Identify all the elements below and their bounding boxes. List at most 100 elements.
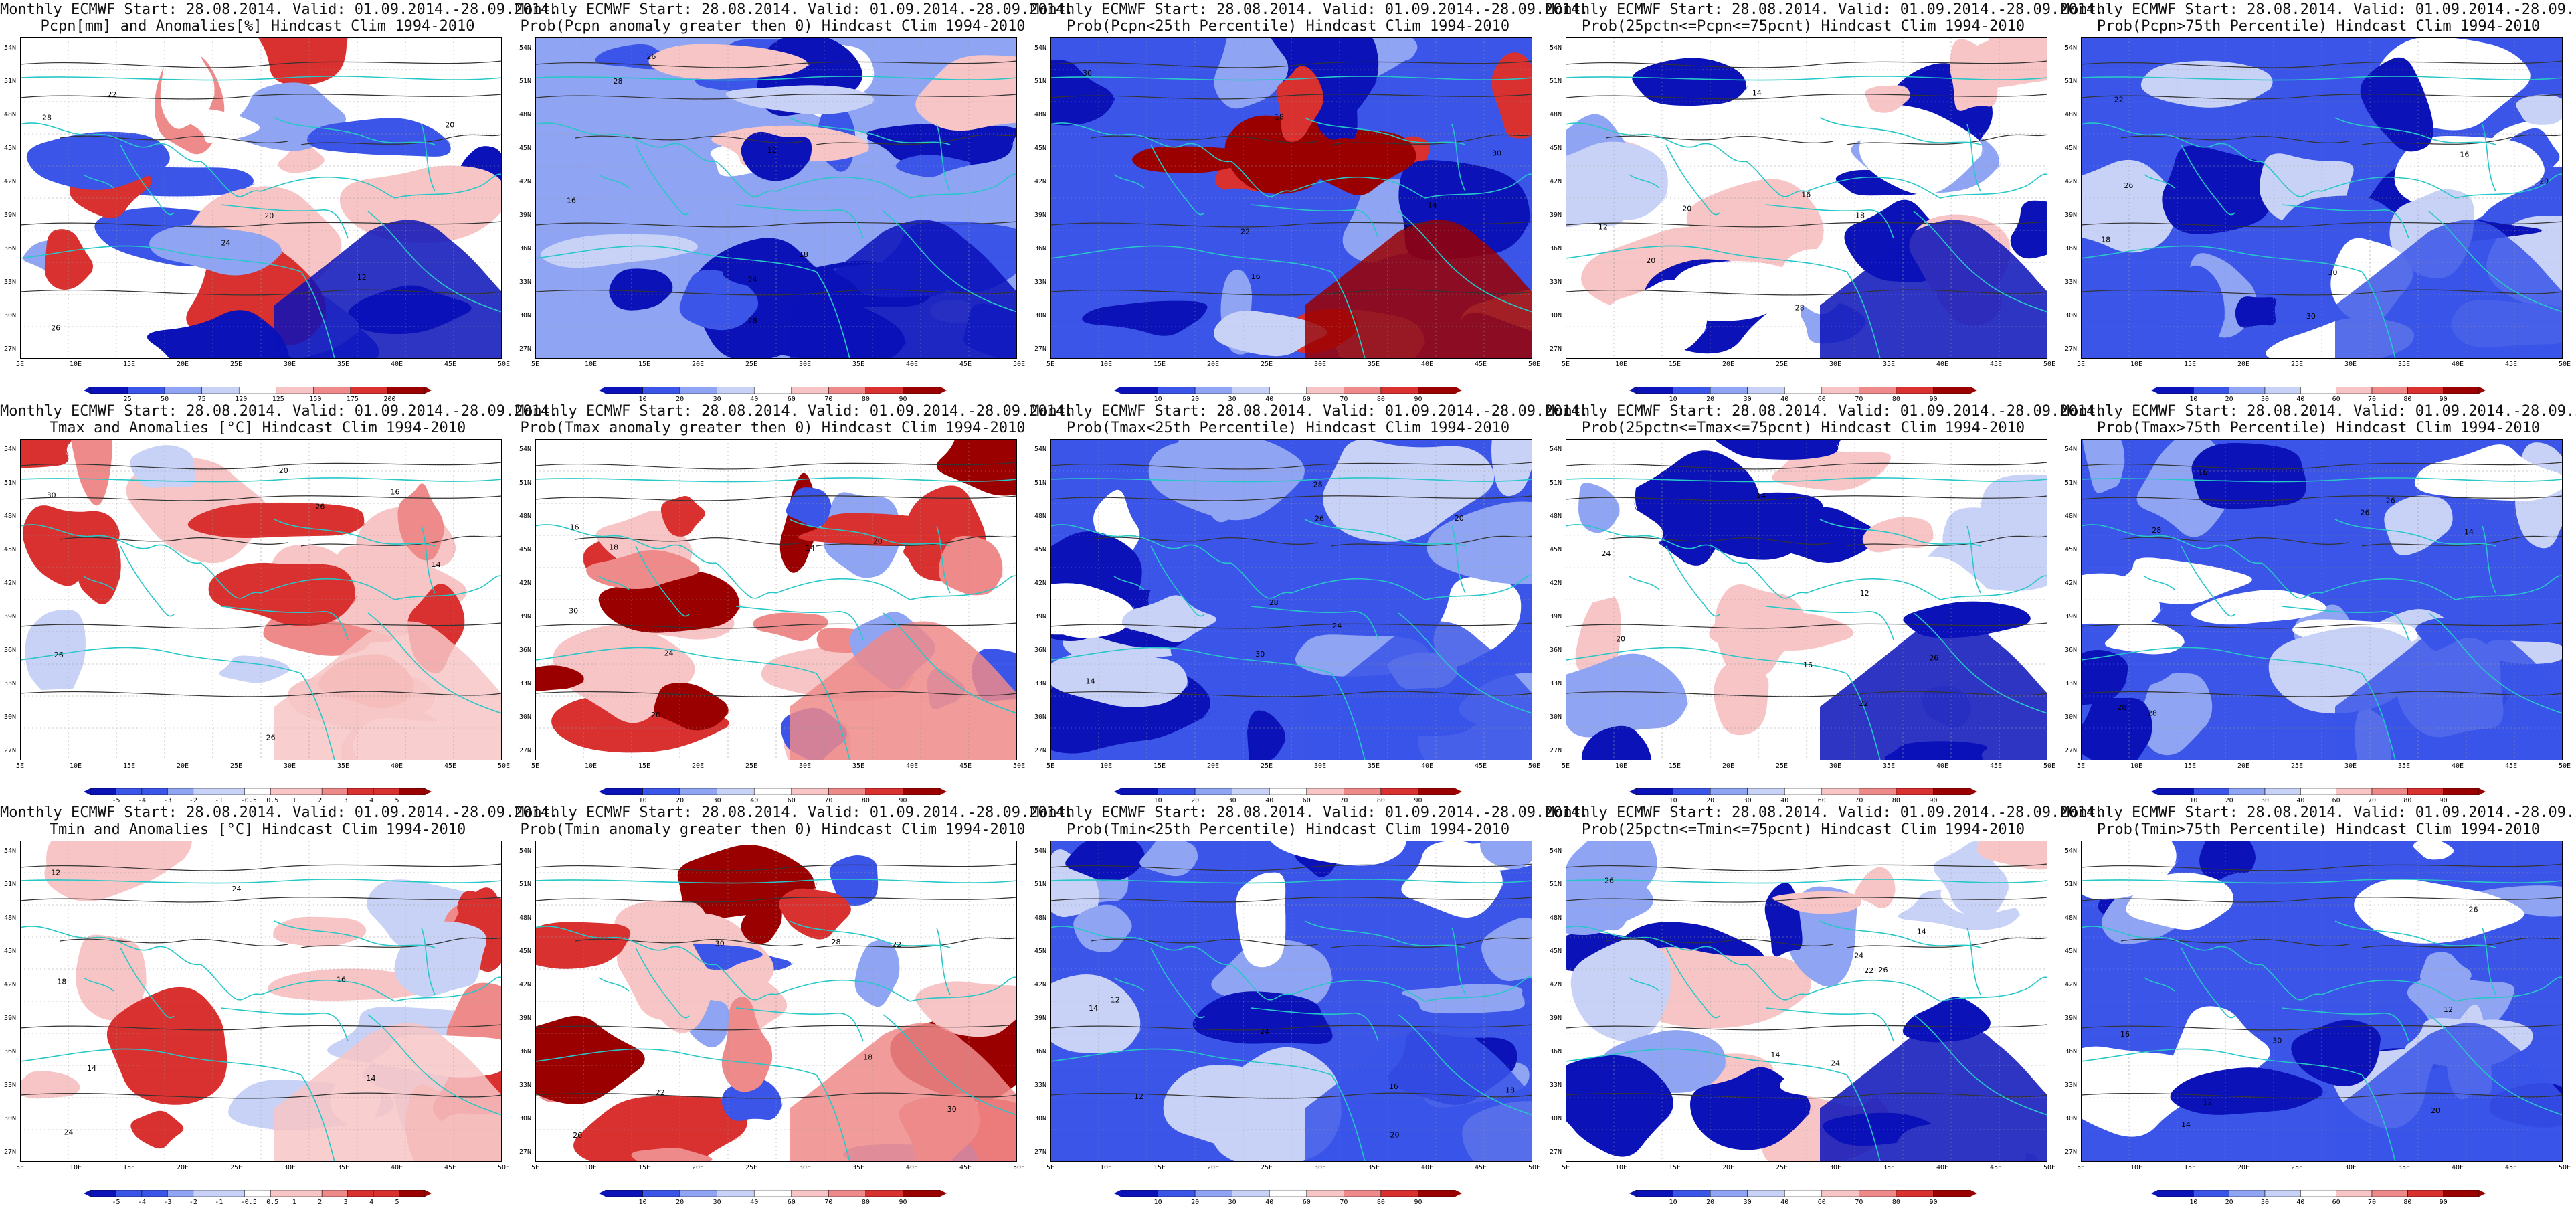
shaded-region <box>25 610 88 705</box>
coastline <box>2482 927 2496 995</box>
coastline <box>20 879 502 884</box>
contour-lines <box>1566 462 2047 697</box>
shaded-region <box>1247 710 1288 760</box>
colorbar-segment <box>605 788 643 795</box>
shaded-region <box>1865 85 1912 113</box>
colorbar-max-arrow <box>1970 788 1977 795</box>
longitude-tick-label: 45E <box>1475 762 1487 770</box>
contour-labels: 14 12 18 16 24 14 24 <box>51 868 375 1136</box>
shaded-region <box>160 37 217 129</box>
shaded-field <box>2081 841 2563 1162</box>
contour-line <box>1331 535 1532 547</box>
colorbar-segment <box>2300 387 2336 394</box>
shaded-region <box>1566 1055 1677 1157</box>
contour-lines <box>1050 60 1532 296</box>
colorbar-tick-label: 3 <box>343 797 348 804</box>
coastline <box>1806 979 1941 1002</box>
map-frame <box>20 841 502 1162</box>
colorbar-segment <box>2264 387 2301 394</box>
colorbar-segment <box>313 387 351 394</box>
coastline <box>1424 173 1532 199</box>
latitude-tick-label: 27N <box>1550 1148 1562 1156</box>
colorbar-tick-label: 30 <box>713 1199 721 1206</box>
contour-label: 14 <box>367 1074 376 1083</box>
shaded-region <box>219 655 294 683</box>
longitude-tick-label: 20E <box>1207 762 1220 770</box>
colorbar-segment <box>1784 788 1823 795</box>
shaded-region <box>1270 841 1407 866</box>
latitude-tick-label: 45N <box>1550 948 1562 955</box>
contour-line <box>60 135 288 143</box>
coastline <box>1050 245 1332 272</box>
contour-label: 14 <box>806 544 815 553</box>
contour-labels: 26 30 26 20 14 26 16 <box>47 466 441 742</box>
shaded-region <box>609 268 676 311</box>
contour-line <box>1050 1092 1532 1099</box>
colorbar-min-arrow <box>599 1190 606 1197</box>
shaded-region <box>586 550 706 590</box>
shaded-region <box>82 705 195 760</box>
shaded-region <box>20 439 72 468</box>
colorbar-segment <box>1673 1190 1711 1197</box>
latitude-tick-label: 33N <box>4 1082 17 1089</box>
contour-line <box>20 221 502 228</box>
map-frame <box>535 439 1017 760</box>
longitude-tick-label: 50E <box>2559 361 2571 368</box>
longitude-tick-label: 35E <box>1883 762 1896 770</box>
shaded-field <box>2081 37 2563 359</box>
contour-line <box>535 863 1017 871</box>
coastline <box>1566 245 1847 272</box>
contour-labels: 28 22 20 18 30 30 22 <box>573 938 956 1140</box>
latitude-tick-label: 45N <box>1550 145 1562 152</box>
map-frame <box>20 37 502 359</box>
coastline <box>1806 578 1941 600</box>
contour-line <box>1566 897 2047 903</box>
shaded-field <box>535 439 1017 760</box>
colorbar-segment <box>1232 1190 1270 1197</box>
longitude-tick-label: 10E <box>70 762 82 770</box>
contour-line <box>1050 221 1532 228</box>
coastline <box>535 245 817 272</box>
contour-labels: 26 22 26 14 24 24 14 <box>1604 876 1926 1067</box>
contour-line <box>1566 495 2047 501</box>
coastline <box>2081 879 2563 884</box>
colorbar-segment <box>1710 387 1748 394</box>
colorbar-max-arrow <box>1455 1190 1462 1197</box>
contour-line <box>1050 897 1532 903</box>
map-panel: Monthly ECMWF Start: 28.08.2014. Valid: … <box>515 803 1073 1206</box>
contour-line <box>1605 537 1834 545</box>
colorbar-tick-label: 70 <box>1855 396 1863 403</box>
colorbar-segment <box>1344 1190 1382 1197</box>
latitude-tick-label: 27N <box>4 345 17 353</box>
contour-label: 12 <box>2444 1005 2453 1014</box>
contour-label: 30 <box>2272 1036 2282 1045</box>
colorbar-segment <box>903 1190 941 1197</box>
latitude-tick-label: 33N <box>2065 680 2078 687</box>
colorbar-tick-label: 20 <box>676 797 684 804</box>
longitude-tick-label: 40E <box>1936 762 1949 770</box>
colorbar-tick-label: 40 <box>1780 396 1789 403</box>
shaded-region <box>1305 220 1532 359</box>
shaded-region <box>2414 444 2563 501</box>
colorbar-tick-label: 40 <box>750 1199 759 1206</box>
colorbar-segment <box>90 1190 116 1197</box>
shaded-region <box>1566 653 1689 738</box>
colorbar-segment <box>387 387 426 394</box>
longitude-tick-label: 15E <box>638 762 651 770</box>
contour-label: 30 <box>2306 312 2316 321</box>
colorbar-segment <box>865 1190 903 1197</box>
colorbar-segment <box>270 788 296 795</box>
map-panel: Monthly ECMWF Start: 28.08.2014. Valid: … <box>2061 803 2576 1206</box>
contour-labels: 30 20 16 14 20 24 18 <box>569 523 883 719</box>
contour-line <box>2081 495 2563 501</box>
colorbar-segment <box>2157 788 2194 795</box>
colorbar-tick-label: 70 <box>824 1199 833 1206</box>
colorbar-segment <box>865 788 903 795</box>
coastline <box>789 920 951 948</box>
colorbar-segment <box>903 387 941 394</box>
colorbar-segment <box>1194 1190 1232 1197</box>
coastline <box>20 76 502 81</box>
longitude-tick-label: 25E <box>745 361 758 368</box>
contour-lines <box>1050 863 1532 1099</box>
shaded-region <box>20 1071 81 1099</box>
